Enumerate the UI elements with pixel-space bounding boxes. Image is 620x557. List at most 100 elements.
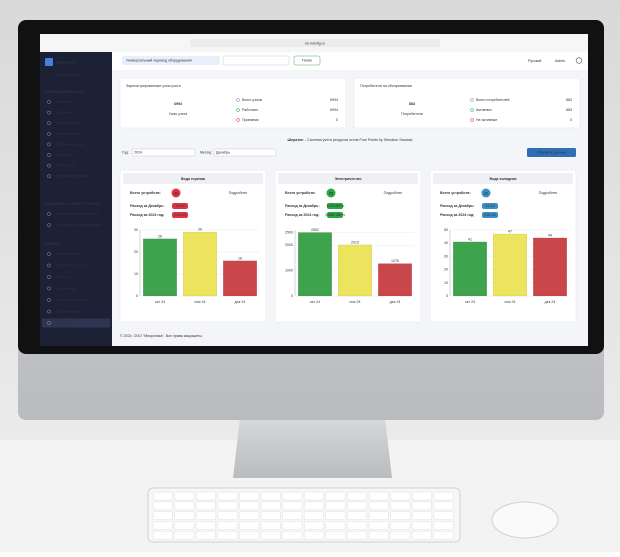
usage-badge <box>172 203 188 209</box>
nav-icon <box>47 131 51 136</box>
details-link[interactable]: Подробнее <box>539 191 558 195</box>
details-link[interactable]: Подробнее <box>229 191 248 195</box>
search-button[interactable] <box>293 55 321 66</box>
nav-item[interactable]: Мониторинг <box>56 164 77 168</box>
x-tick-label: дек 24 <box>235 300 246 304</box>
key <box>260 501 281 511</box>
nav-item[interactable]: Ресурсопотреб... <box>56 121 84 125</box>
card-title: Зарегистрированные узлы учета <box>126 84 181 88</box>
nav-item[interactable]: Потребители <box>56 132 78 136</box>
devices-label: Всего устройств: <box>440 191 471 195</box>
nav-item[interactable]: Иерархия УУ <box>56 111 79 115</box>
nav-item[interactable]: Администрирован... <box>56 263 89 267</box>
key <box>368 491 389 501</box>
usage-value: 516 м3 <box>484 213 495 217</box>
bar-label: 16 <box>238 256 242 260</box>
key <box>195 521 216 530</box>
search-button-label[interactable]: Поиск <box>302 59 312 63</box>
key <box>433 511 454 520</box>
nav-item[interactable]: Параметры энергоресурса <box>56 223 101 227</box>
key <box>411 511 432 520</box>
key <box>239 491 260 501</box>
row-label: Активных <box>476 108 492 112</box>
usage-value: 18 м3 <box>175 204 184 208</box>
bar <box>378 263 413 297</box>
bar <box>222 260 257 297</box>
bar <box>338 244 373 297</box>
nav-item[interactable]: Источники энергоресурса <box>56 212 99 216</box>
language[interactable]: Русский <box>528 59 541 63</box>
nav-icon <box>47 142 51 147</box>
nav-item[interactable]: Отчеты <box>56 275 69 279</box>
key <box>411 530 432 540</box>
key <box>433 491 454 501</box>
key <box>390 530 411 540</box>
nav-item[interactable]: Справочники <box>56 252 78 256</box>
key <box>239 530 260 540</box>
nav-icon <box>47 174 51 179</box>
nav-icon <box>47 298 51 302</box>
legend-dot <box>470 118 474 122</box>
month-select[interactable] <box>213 148 277 157</box>
key <box>347 491 368 501</box>
key <box>325 511 346 520</box>
nav-icon <box>47 252 51 256</box>
nav-section: ПРОМЫШЛЕННОСТЬ <box>45 90 83 94</box>
row-label: Не активные <box>476 118 497 122</box>
key <box>260 511 281 520</box>
card <box>119 77 347 129</box>
refresh-button[interactable] <box>527 148 576 157</box>
key <box>217 521 238 530</box>
nav-item[interactable]: О компании <box>56 286 76 290</box>
y-tick-label: 20 <box>134 250 138 254</box>
nav-active <box>42 318 110 328</box>
usage-badge <box>482 212 498 218</box>
x-tick-label: окт 24 <box>310 300 320 304</box>
bar <box>182 231 217 297</box>
devices-label: Всего устройств: <box>130 191 161 195</box>
y-tick-label: 1000 <box>285 269 293 273</box>
x-tick-label: ноя 24 <box>195 300 206 304</box>
usage-value: 24962 кВт*ч <box>325 213 345 217</box>
key <box>411 521 432 530</box>
usage-label: Расход за 2024 год: <box>440 213 474 217</box>
nav-item[interactable]: Узлы учета <box>56 100 75 104</box>
nav-item[interactable]: Обслуживающие ... <box>56 142 88 146</box>
year-value[interactable]: 2024 <box>134 150 142 154</box>
card-caption: Потребители <box>401 112 423 116</box>
address-bar <box>190 39 440 47</box>
refresh-label[interactable]: Обновить данные <box>537 151 567 155</box>
key <box>174 521 195 530</box>
nav-icon <box>47 309 51 314</box>
nav-home[interactable]: Инфо-панель <box>56 73 79 77</box>
nav-item[interactable]: Документация <box>56 309 80 313</box>
search-input[interactable] <box>222 55 290 66</box>
bar-label: 2013 <box>351 240 359 244</box>
nav-item[interactable]: Отчетные периоды <box>56 174 88 178</box>
mouse <box>491 501 559 539</box>
devices-badge <box>171 188 181 198</box>
key <box>282 530 303 540</box>
bar-label: 41 <box>468 237 472 241</box>
key <box>260 530 281 540</box>
key <box>260 521 281 530</box>
nav-item[interactable]: Презентация сист... <box>56 298 89 302</box>
key <box>303 511 324 520</box>
nav-item[interactable]: Сервисное ПО <box>56 321 81 325</box>
nav-item[interactable]: Источники <box>56 153 73 157</box>
brand: Микроника <box>56 60 77 64</box>
x-tick-label: дек 24 <box>545 300 556 304</box>
usage-badge <box>172 212 188 218</box>
key <box>282 501 303 511</box>
year-select[interactable] <box>131 148 196 157</box>
month-value[interactable]: Декабрь <box>216 150 230 154</box>
key <box>152 521 173 530</box>
key <box>411 491 432 501</box>
details-link[interactable]: Подробнее <box>384 191 403 195</box>
key <box>368 501 389 511</box>
settings-icon[interactable] <box>575 57 583 64</box>
key <box>282 491 303 501</box>
user[interactable]: Admin <box>555 59 565 63</box>
bar <box>493 233 528 297</box>
